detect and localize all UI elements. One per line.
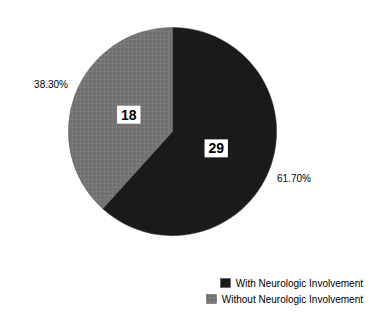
svg-text:61.70%: 61.70% <box>277 173 311 184</box>
svg-text:29: 29 <box>208 140 224 156</box>
svg-text:38.30%: 38.30% <box>34 79 68 90</box>
html-text:With Neurologic Involvement: With Neurologic Involvement <box>235 277 363 289</box>
html-text:Without Neurologic Involvement: Without Neurologic Involvement <box>221 293 363 305</box>
svg-text:18: 18 <box>121 107 137 123</box>
